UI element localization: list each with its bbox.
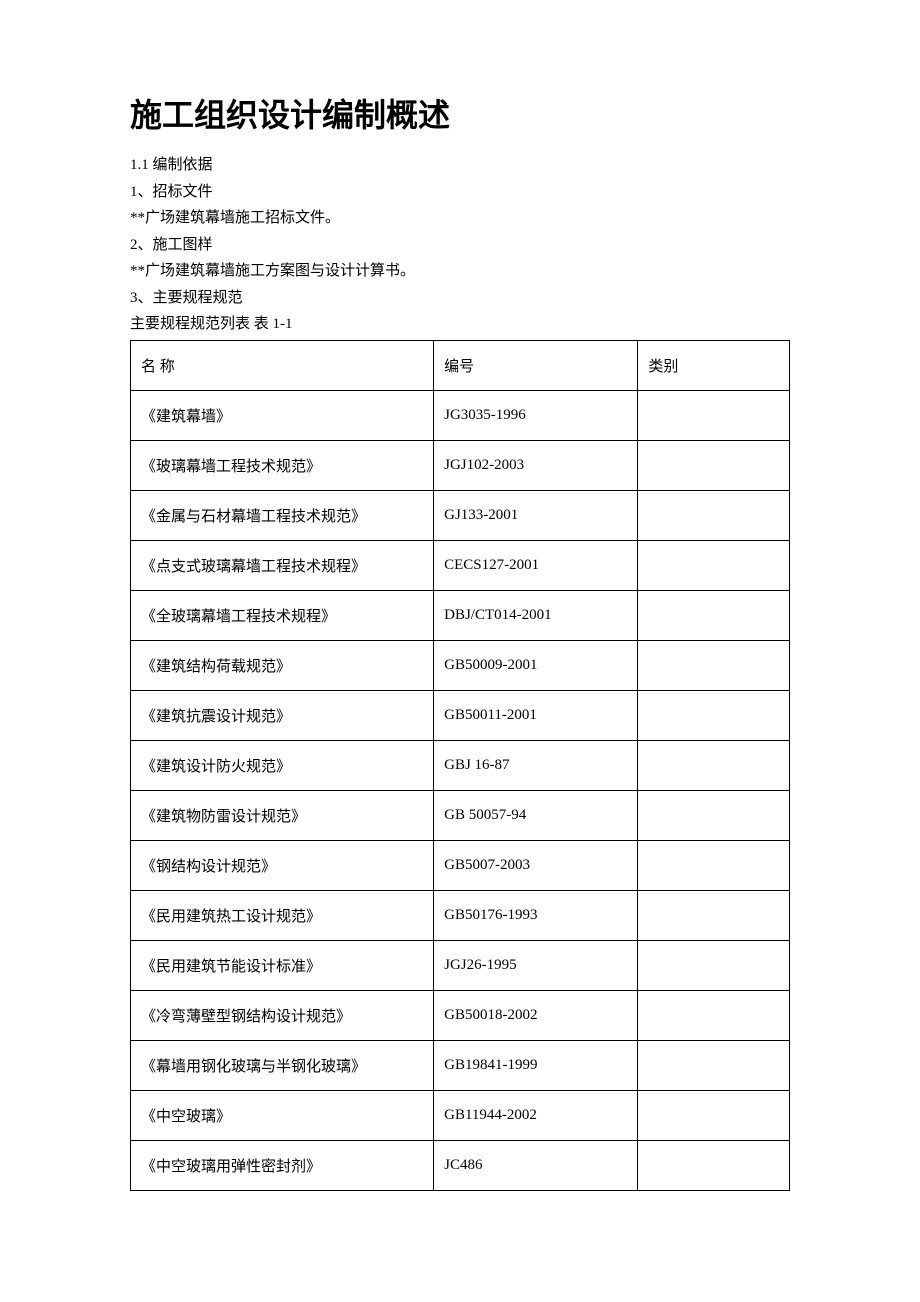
- table-header-row: 名 称 编号 类别: [131, 340, 790, 390]
- cell-code: GB50009-2001: [434, 640, 638, 690]
- cell-name: 《点支式玻璃幕墙工程技术规程》: [131, 540, 434, 590]
- table-row: 《幕墙用钢化玻璃与半钢化玻璃》GB19841-1999: [131, 1040, 790, 1090]
- cell-name: 《金属与石材幕墙工程技术规范》: [131, 490, 434, 540]
- cell-category: [638, 590, 790, 640]
- table-row: 《建筑物防雷设计规范》GB 50057-94: [131, 790, 790, 840]
- cell-category: [638, 840, 790, 890]
- cell-code: GB50018-2002: [434, 990, 638, 1040]
- table-row: 《全玻璃幕墙工程技术规程》DBJ/CT014-2001: [131, 590, 790, 640]
- cell-code: GB50176-1993: [434, 890, 638, 940]
- table-row: 《钢结构设计规范》GB5007-2003: [131, 840, 790, 890]
- cell-name: 《建筑设计防火规范》: [131, 740, 434, 790]
- cell-code: JGJ102-2003: [434, 440, 638, 490]
- cell-category: [638, 740, 790, 790]
- cell-category: [638, 390, 790, 440]
- spec-table: 名 称 编号 类别 《建筑幕墙》JG3035-1996《玻璃幕墙工程技术规范》J…: [130, 340, 790, 1191]
- intro-line: **广场建筑幕墙施工方案图与设计计算书。: [130, 260, 790, 283]
- cell-code: DBJ/CT014-2001: [434, 590, 638, 640]
- cell-category: [638, 990, 790, 1040]
- cell-name: 《玻璃幕墙工程技术规范》: [131, 440, 434, 490]
- cell-code: CECS127-2001: [434, 540, 638, 590]
- cell-code: GB11944-2002: [434, 1090, 638, 1140]
- table-row: 《冷弯薄壁型钢结构设计规范》GB50018-2002: [131, 990, 790, 1040]
- cell-name: 《中空玻璃》: [131, 1090, 434, 1140]
- table-row: 《玻璃幕墙工程技术规范》JGJ102-2003: [131, 440, 790, 490]
- page-title: 施工组织设计编制概述: [130, 90, 790, 136]
- table-row: 《中空玻璃》GB11944-2002: [131, 1090, 790, 1140]
- table-row: 《点支式玻璃幕墙工程技术规程》CECS127-2001: [131, 540, 790, 590]
- table-row: 《民用建筑节能设计标准》JGJ26-1995: [131, 940, 790, 990]
- cell-name: 《全玻璃幕墙工程技术规程》: [131, 590, 434, 640]
- cell-code: GB5007-2003: [434, 840, 638, 890]
- cell-category: [638, 690, 790, 740]
- cell-name: 《钢结构设计规范》: [131, 840, 434, 890]
- cell-category: [638, 890, 790, 940]
- cell-name: 《幕墙用钢化玻璃与半钢化玻璃》: [131, 1040, 434, 1090]
- cell-code: GJ133-2001: [434, 490, 638, 540]
- table-row: 《民用建筑热工设计规范》GB50176-1993: [131, 890, 790, 940]
- table-row: 《建筑设计防火规范》GBJ 16-87: [131, 740, 790, 790]
- cell-name: 《民用建筑热工设计规范》: [131, 890, 434, 940]
- intro-line: 3、主要规程规范: [130, 287, 790, 310]
- intro-line: 1.1 编制依据: [130, 154, 790, 177]
- col-header-code: 编号: [434, 340, 638, 390]
- cell-category: [638, 940, 790, 990]
- table-row: 《中空玻璃用弹性密封剂》JC486: [131, 1140, 790, 1190]
- cell-name: 《建筑结构荷载规范》: [131, 640, 434, 690]
- cell-code: GB19841-1999: [434, 1040, 638, 1090]
- page: 施工组织设计编制概述 1.1 编制依据 1、招标文件 **广场建筑幕墙施工招标文…: [0, 0, 920, 1231]
- cell-code: GB50011-2001: [434, 690, 638, 740]
- intro-line: 主要规程规范列表 表 1-1: [130, 313, 790, 336]
- cell-code: GBJ 16-87: [434, 740, 638, 790]
- cell-name: 《民用建筑节能设计标准》: [131, 940, 434, 990]
- cell-code: JGJ26-1995: [434, 940, 638, 990]
- cell-name: 《建筑物防雷设计规范》: [131, 790, 434, 840]
- table-row: 《建筑结构荷载规范》GB50009-2001: [131, 640, 790, 690]
- cell-category: [638, 1040, 790, 1090]
- cell-category: [638, 440, 790, 490]
- cell-category: [638, 640, 790, 690]
- cell-code: JC486: [434, 1140, 638, 1190]
- table-row: 《建筑幕墙》JG3035-1996: [131, 390, 790, 440]
- table-row: 《建筑抗震设计规范》GB50011-2001: [131, 690, 790, 740]
- intro-line: 1、招标文件: [130, 181, 790, 204]
- cell-name: 《冷弯薄壁型钢结构设计规范》: [131, 990, 434, 1040]
- cell-name: 《建筑抗震设计规范》: [131, 690, 434, 740]
- cell-category: [638, 540, 790, 590]
- intro-line: 2、施工图样: [130, 234, 790, 257]
- intro-line: **广场建筑幕墙施工招标文件。: [130, 207, 790, 230]
- cell-code: JG3035-1996: [434, 390, 638, 440]
- cell-category: [638, 1090, 790, 1140]
- cell-category: [638, 1140, 790, 1190]
- cell-name: 《中空玻璃用弹性密封剂》: [131, 1140, 434, 1190]
- cell-category: [638, 790, 790, 840]
- col-header-category: 类别: [638, 340, 790, 390]
- col-header-name: 名 称: [131, 340, 434, 390]
- cell-name: 《建筑幕墙》: [131, 390, 434, 440]
- cell-category: [638, 490, 790, 540]
- intro-block: 1.1 编制依据 1、招标文件 **广场建筑幕墙施工招标文件。 2、施工图样 *…: [130, 154, 790, 336]
- table-row: 《金属与石材幕墙工程技术规范》GJ133-2001: [131, 490, 790, 540]
- cell-code: GB 50057-94: [434, 790, 638, 840]
